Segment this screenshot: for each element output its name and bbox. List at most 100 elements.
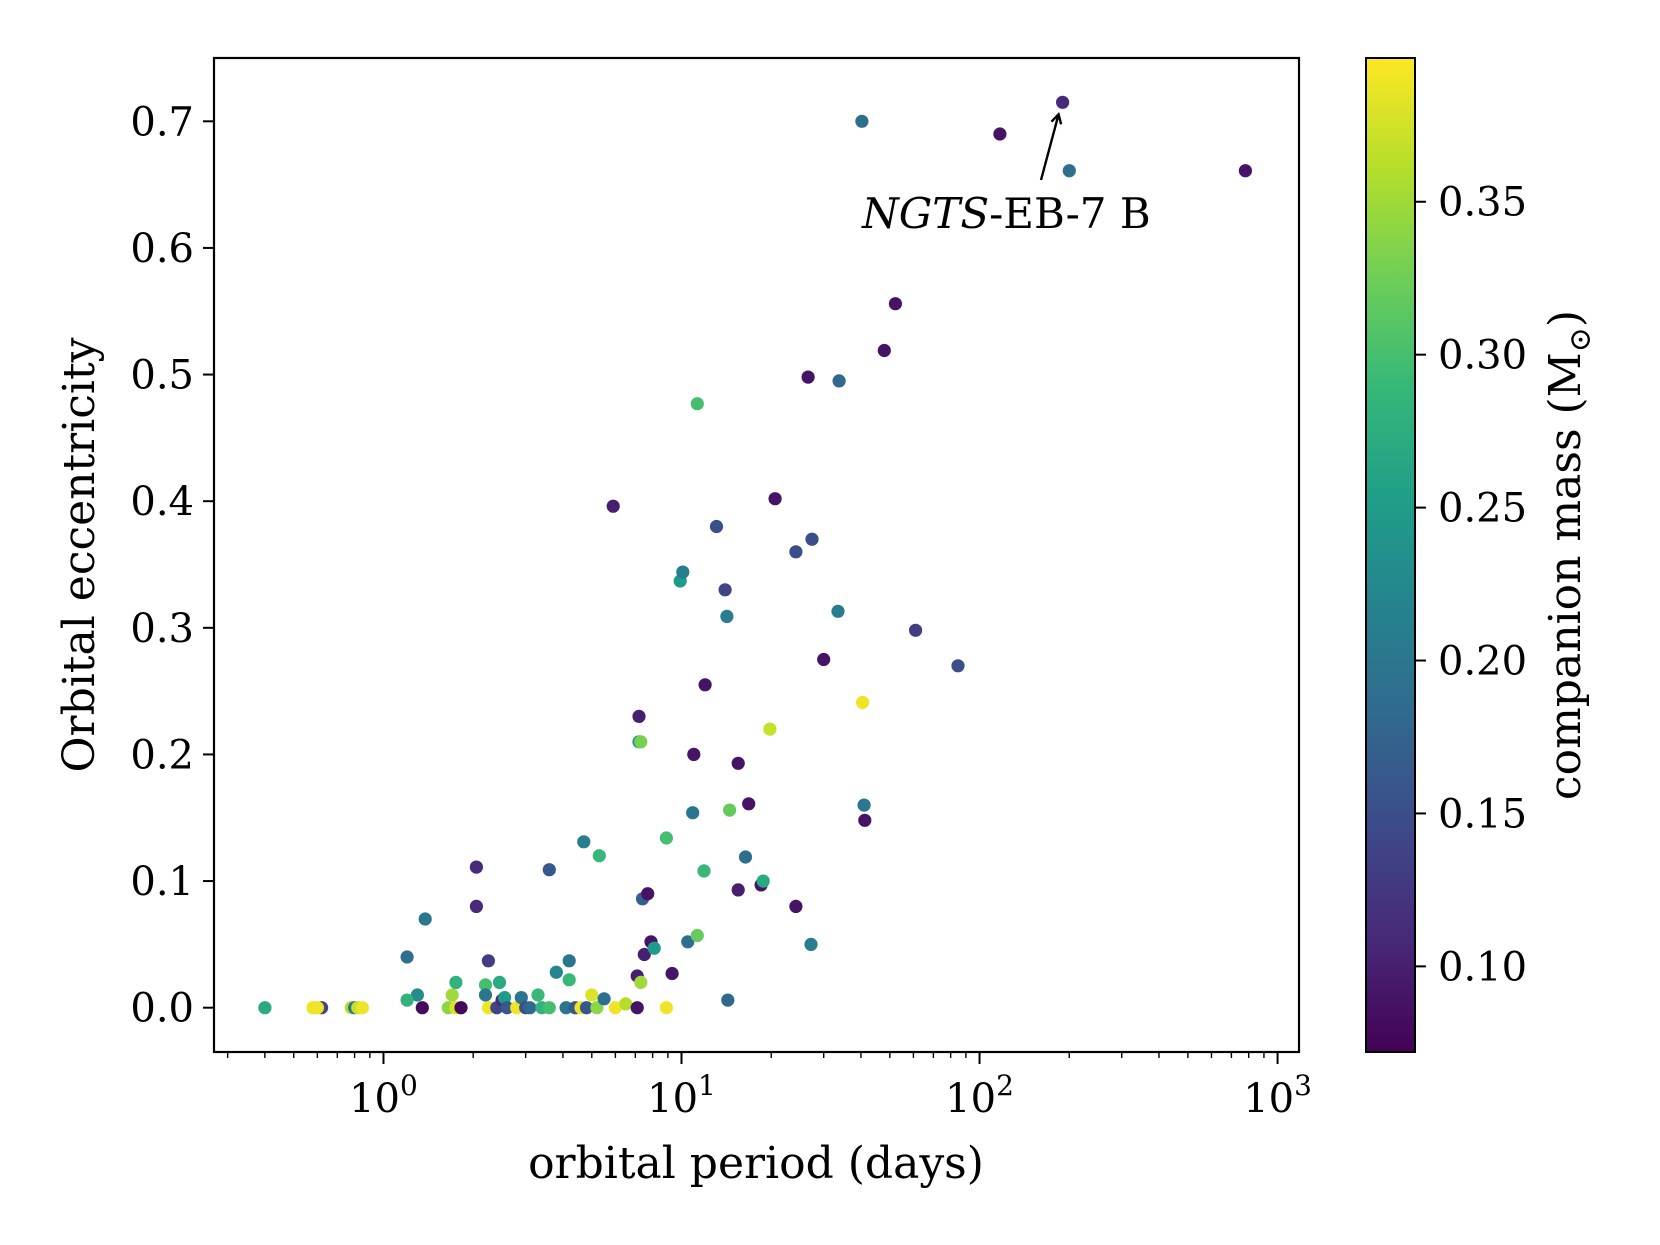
colorbar-ticks: 0.10 0.15 0.20 0.25 0.30 0.35 (1415, 180, 1527, 990)
data-point (418, 912, 432, 926)
y-tick-label: 0.5 (130, 353, 194, 399)
data-point (641, 887, 655, 901)
data-point (686, 806, 700, 820)
data-point (687, 747, 701, 762)
x-axis-title: orbital period (days) (528, 1138, 984, 1189)
data-point (454, 1001, 468, 1015)
data-point (562, 973, 576, 987)
colorbar-tick-label: 0.30 (1438, 333, 1527, 379)
data-point (856, 695, 870, 710)
annotation-arrow (1039, 114, 1059, 181)
data-point (355, 1001, 369, 1015)
data-point (857, 798, 871, 812)
data-point (523, 1001, 537, 1015)
y-tick-label: 0.4 (130, 479, 194, 525)
y-tick-label: 0.3 (130, 606, 194, 652)
data-point (549, 965, 563, 979)
data-point (698, 678, 712, 692)
data-point (577, 835, 591, 849)
data-point (415, 1001, 429, 1015)
data-point (481, 954, 495, 968)
colorbar-tick-label: 0.15 (1438, 791, 1527, 837)
data-point (306, 1001, 320, 1015)
data-point (619, 997, 633, 1011)
data-point (445, 988, 459, 1002)
data-point (562, 954, 576, 968)
data-point (789, 545, 803, 559)
data-point (738, 850, 753, 864)
data-point (801, 370, 815, 384)
data-point (951, 659, 965, 673)
data-point (721, 993, 735, 1007)
data-point (659, 831, 674, 845)
data-point (630, 1001, 644, 1015)
data-point (637, 947, 651, 962)
x-tick-label: 101 (647, 1069, 716, 1122)
data-point (659, 1001, 674, 1015)
x-axis: 100 101 102 103 (226, 1052, 1312, 1122)
data-point (831, 604, 845, 618)
data-point (514, 991, 528, 1005)
data-point (531, 988, 545, 1002)
data-point (469, 860, 483, 874)
data-point (498, 991, 512, 1005)
data-point (993, 127, 1007, 141)
y-tick-label: 0.0 (130, 986, 194, 1032)
data-point (469, 899, 483, 914)
data-point (585, 988, 599, 1002)
data-point (634, 975, 648, 990)
data-point (559, 1001, 573, 1015)
data-point (676, 565, 690, 579)
colorbar-tick-label: 0.35 (1438, 180, 1527, 226)
data-point (681, 935, 695, 949)
data-point (400, 950, 414, 964)
plot-frame (212, 56, 1301, 1054)
data-point (592, 849, 606, 863)
colorbar-tick-label: 0.10 (1438, 944, 1527, 990)
data-point (697, 864, 711, 878)
colorbar: 0.10 0.15 0.20 0.25 0.30 0.35 companion mass … (1365, 57, 1598, 1053)
data-point (606, 499, 620, 513)
data-point (608, 1001, 623, 1015)
data-point (855, 114, 869, 128)
data-point (478, 978, 493, 992)
x-tick-label: 102 (945, 1069, 1014, 1122)
data-point (647, 941, 661, 955)
x-tick-label: 100 (349, 1069, 418, 1122)
y-axis: 0.0 0.1 0.2 0.3 0.4 0.5 0.6 0.7 (130, 99, 214, 1032)
data-point (723, 803, 737, 817)
x-tick-label: 103 (1243, 1069, 1312, 1122)
data-point (763, 722, 777, 736)
y-tick-label: 0.6 (130, 226, 194, 272)
data-point (690, 928, 704, 943)
data-point (1056, 95, 1070, 109)
data-point (500, 1001, 514, 1015)
data-point (731, 883, 745, 897)
colorbar-title: companion mass (M⊙) (1540, 310, 1598, 800)
data-point (789, 899, 803, 914)
y-tick-label: 0.7 (130, 99, 194, 145)
data-point (542, 863, 556, 877)
data-point (817, 652, 831, 667)
data-point (742, 797, 756, 811)
data-point (400, 993, 414, 1007)
data-point (634, 735, 648, 749)
data-point (492, 975, 507, 990)
data-point (805, 532, 819, 546)
data-point (665, 966, 679, 981)
data-point (1062, 164, 1076, 178)
colorbar-tick-label: 0.20 (1438, 639, 1527, 685)
data-point (804, 937, 818, 952)
data-point (410, 988, 424, 1002)
ngts-eb-7b-annotation: NGTS-EB-7 B (861, 114, 1151, 238)
data-point (909, 623, 923, 637)
data-point (258, 1001, 272, 1015)
data-point (888, 297, 903, 311)
colorbar-gradient (1365, 57, 1416, 1053)
data-point (1238, 164, 1252, 178)
data-point (718, 583, 732, 597)
data-point (690, 397, 704, 411)
data-point (579, 1001, 594, 1015)
annotation-label: NGTS-EB-7 B (861, 189, 1151, 238)
